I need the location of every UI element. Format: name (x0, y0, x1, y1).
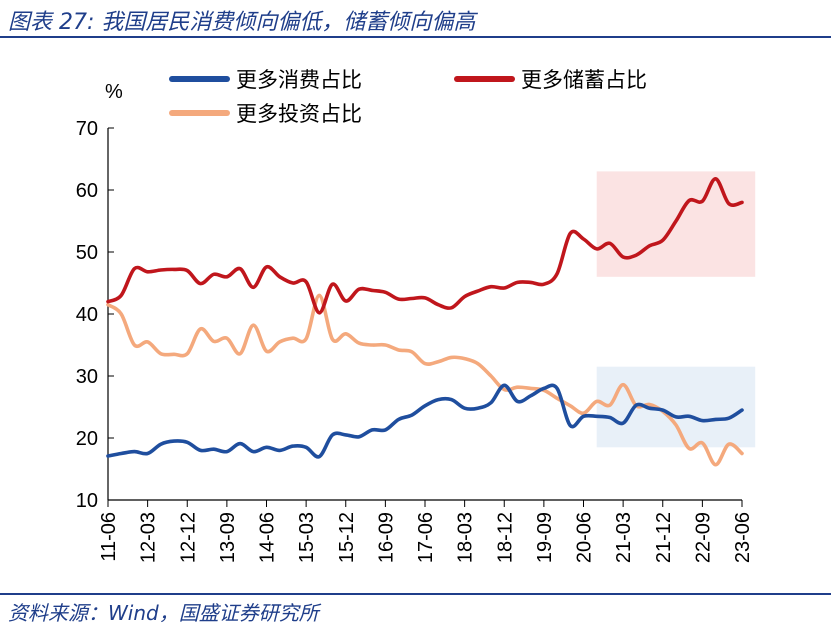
x-tick-label: 15-03 (296, 512, 318, 563)
x-tick-label: 14-06 (257, 512, 279, 563)
y-tick-label: 20 (76, 428, 98, 450)
x-tick-label: 18-03 (455, 512, 477, 563)
y-tick-label: 10 (76, 490, 98, 512)
legend-consumption: 更多消费占比 (169, 68, 362, 92)
x-tick-label: 22-09 (692, 512, 714, 563)
highlight-box-2 (596, 366, 756, 448)
x-tick-label: 20-06 (574, 512, 596, 563)
y-tick-label: 70 (76, 118, 98, 140)
chart-axes: 10 20 30 40 50 60 70 11-06 12-03 12-12 13-09 14-06 1… (76, 118, 754, 563)
legend-investment: 更多投资占比 (169, 102, 362, 126)
x-tick-label: 16-09 (375, 512, 397, 563)
x-tick-label: 12-03 (138, 512, 160, 563)
figure-title: 图表 27: 我国居民消费倾向偏低，储蓄倾向偏高 (8, 10, 476, 35)
legend-label: 更多消费占比 (236, 68, 362, 92)
legend-label: 更多储蓄占比 (521, 68, 647, 92)
legend-savings: 更多储蓄占比 (454, 68, 647, 92)
savings-series-line (106, 177, 744, 315)
highlight-regions (596, 171, 756, 448)
y-tick-label: 30 (76, 366, 98, 388)
y-axis-unit-label: % (105, 81, 123, 103)
y-tick-label: 50 (76, 242, 98, 264)
x-tick-label: 13-09 (217, 512, 239, 563)
x-tick-label: 11-06 (98, 512, 120, 562)
chart-series (106, 177, 744, 467)
consumption-series-line (106, 383, 744, 459)
title-rule (0, 36, 831, 38)
y-tick-label: 40 (76, 304, 98, 326)
x-tick-label: 12-12 (177, 512, 199, 563)
source-note: 资料来源：Wind，国盛证券研究所 (8, 601, 319, 625)
x-tick-label: 23-06 (732, 512, 754, 563)
x-tick-label: 21-12 (653, 512, 675, 563)
x-tick-label: 19-09 (534, 512, 556, 563)
x-tick-label: 17-06 (415, 512, 437, 563)
y-tick-label: 60 (76, 180, 98, 202)
source-rule (0, 593, 831, 595)
legend-label: 更多投资占比 (236, 102, 362, 126)
x-tick-label: 18-12 (494, 512, 516, 563)
x-tick-label: 21-03 (613, 512, 635, 563)
x-tick-label: 15-12 (336, 512, 358, 563)
